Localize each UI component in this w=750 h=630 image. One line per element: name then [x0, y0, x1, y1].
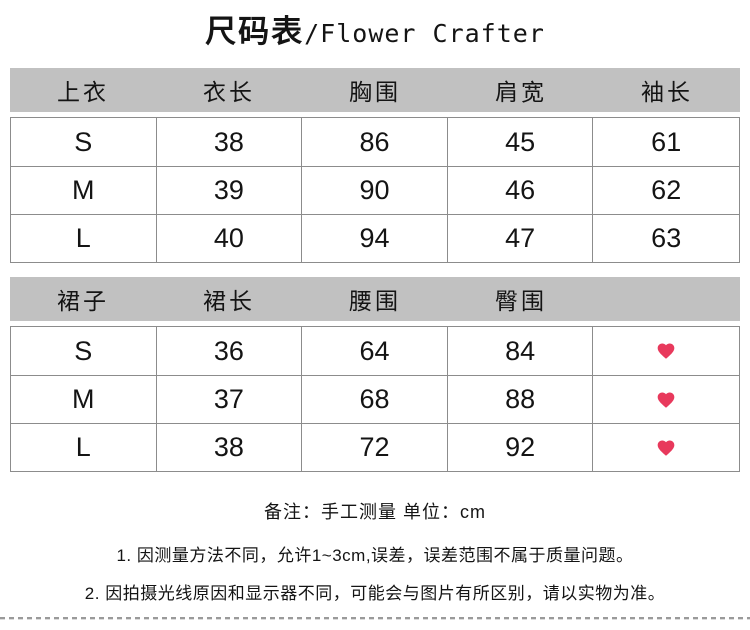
value-cell: 45 [448, 118, 594, 166]
value-cell: 72 [302, 424, 448, 471]
heart-icon [657, 440, 675, 456]
heart-icon [657, 343, 675, 359]
value-cell: 94 [302, 215, 448, 262]
dashed-divider [0, 617, 750, 619]
top-size-table: 上衣 衣长 胸围 肩宽 袖长 S 38 86 45 61 M 39 90 46 … [10, 54, 740, 263]
size-cell: M [11, 167, 157, 214]
size-cell: L [11, 215, 157, 262]
note-color-difference: 2. 因拍摄光线原因和显示器不同，可能会与图片有所区别，请以实物为准。 [84, 584, 666, 603]
heart-icon [657, 392, 675, 408]
page-title-chinese: 尺码表 [205, 14, 305, 49]
table-row: S 38 86 45 61 [11, 118, 739, 166]
value-cell: 36 [157, 327, 303, 375]
skirt-size-table: 裙子 裙长 腰围 臀围 S 36 64 84 M 37 68 [10, 263, 740, 472]
measurement-remark: 备注：手工测量 单位：cm [264, 502, 486, 522]
value-cell: 46 [448, 167, 594, 214]
header-cell-bust: 胸围 [349, 79, 401, 105]
heart-cell [593, 376, 739, 423]
value-cell: 92 [448, 424, 594, 471]
value-cell: 86 [302, 118, 448, 166]
size-cell: M [11, 376, 157, 423]
table-row: M 37 68 88 [11, 375, 739, 423]
value-cell: 90 [302, 167, 448, 214]
size-cell: S [11, 327, 157, 375]
top-table-body: S 38 86 45 61 M 39 90 46 62 L 40 94 47 6… [10, 117, 740, 263]
header-cell-skirt: 裙子 [57, 288, 109, 314]
table-row: M 39 90 46 62 [11, 166, 739, 214]
table-row: L 40 94 47 63 [11, 214, 739, 262]
value-cell: 61 [651, 126, 682, 157]
header-cell-sleeve: 袖长 [641, 79, 693, 105]
page-title: 尺码表/Flower Crafter [0, 12, 750, 54]
value-cell: 64 [302, 327, 448, 375]
value-cell: 62 [651, 175, 682, 205]
top-table-header-row: 上衣 衣长 胸围 肩宽 袖长 [10, 68, 740, 112]
value-cell: 39 [157, 167, 303, 214]
heart-cell [593, 327, 739, 375]
skirt-table-header-row: 裙子 裙长 腰围 臀围 [10, 277, 740, 321]
table-row: S 36 64 84 [11, 327, 739, 375]
value-cell: 68 [302, 376, 448, 423]
header-cell-garment-length: 衣长 [203, 79, 255, 105]
value-cell: 47 [448, 215, 594, 262]
value-cell: 63 [651, 223, 682, 253]
value-cell: 88 [448, 376, 594, 423]
header-cell-top: 上衣 [57, 79, 109, 105]
size-cell: S [11, 118, 157, 166]
size-cell: L [11, 424, 157, 471]
value-cell: 37 [157, 376, 303, 423]
skirt-table-body: S 36 64 84 M 37 68 88 [10, 326, 740, 472]
note-tolerance: 1. 因测量方法不同，允许1~3cm,误差，误差范围不属于质量问题。 [116, 546, 634, 565]
header-cell-skirt-length: 裙长 [203, 288, 255, 314]
header-cell-hip: 臀围 [495, 288, 547, 314]
header-cell-waist: 腰围 [349, 288, 401, 314]
header-cell-shoulder: 肩宽 [495, 79, 547, 105]
heart-cell [593, 424, 739, 471]
value-cell: 40 [157, 215, 303, 262]
table-row: L 38 72 92 [11, 423, 739, 471]
page-title-brand: /Flower Crafter [304, 19, 545, 48]
value-cell: 38 [157, 118, 303, 166]
value-cell: 84 [448, 327, 594, 375]
value-cell: 38 [157, 424, 303, 471]
